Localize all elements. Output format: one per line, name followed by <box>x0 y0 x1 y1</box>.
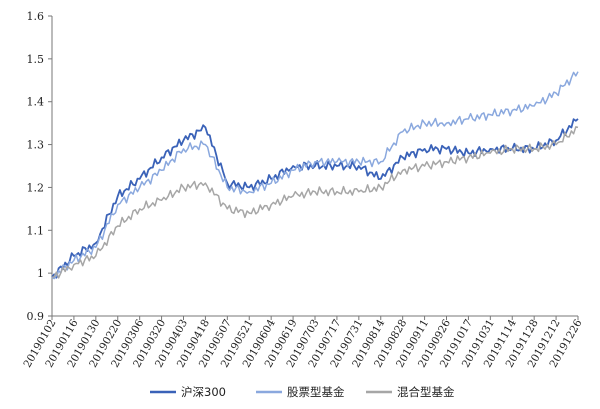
legend-label: 混合型基金 <box>397 385 455 399</box>
x-tick-labels: 2019010220190116201901302019022020190306… <box>21 316 585 370</box>
y-tick-label: 1.2 <box>27 181 45 194</box>
y-tick-label: 0.9 <box>27 310 45 323</box>
legend: 沪深300 股票型基金 混合型基金 <box>150 385 455 399</box>
y-tick-label: 1.3 <box>27 139 45 152</box>
y-tick-label: 1 <box>37 267 44 280</box>
y-tick-labels: 0.9 1 1.1 1.2 1.3 1.4 1.5 1.6 <box>27 10 52 323</box>
y-tick-label: 1.6 <box>27 10 45 23</box>
legend-label: 沪深300 <box>181 385 226 399</box>
y-tick-label: 1.1 <box>27 224 45 237</box>
series-lines <box>51 71 579 280</box>
series-line-3 <box>51 126 579 279</box>
legend-label: 股票型基金 <box>287 385 345 399</box>
series-line-2 <box>51 71 579 280</box>
y-tick-label: 1.4 <box>27 96 45 109</box>
y-tick-label: 1.5 <box>27 53 45 66</box>
series-line-1 <box>51 118 579 279</box>
